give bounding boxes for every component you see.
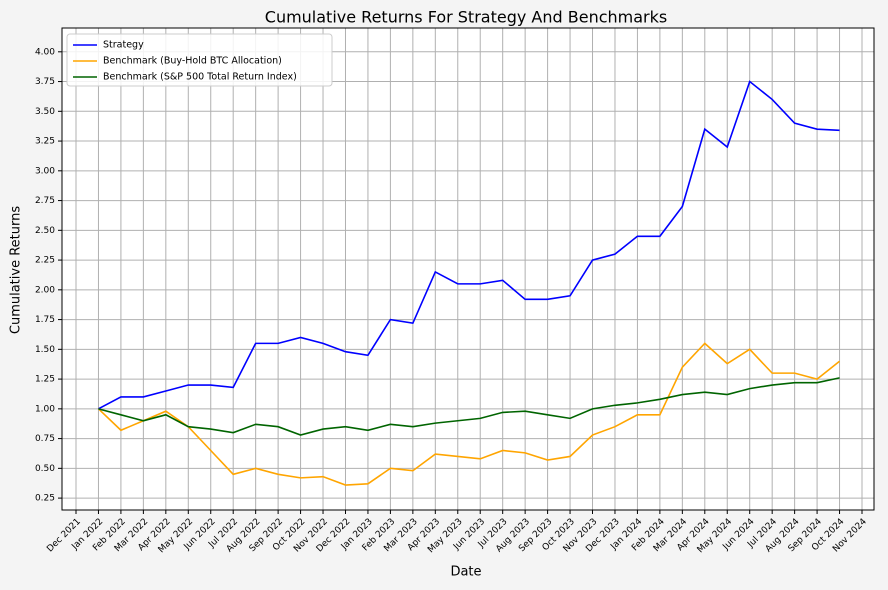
legend-box	[66, 33, 333, 87]
series-line	[98, 377, 840, 436]
y-tick-label: 1.50	[35, 345, 55, 355]
y-tick-label: 3.00	[35, 166, 55, 176]
y-tick-label: 0.50	[35, 464, 55, 474]
y-axis-label: Cumulative Returns	[9, 206, 24, 334]
y-tick-label: 3.75	[35, 77, 55, 87]
y-tick-label: 2.00	[35, 285, 55, 295]
legend-label: Strategy	[103, 40, 144, 51]
y-tick-label: 1.75	[35, 315, 55, 325]
y-tick-label: 0.75	[35, 434, 55, 444]
y-tick-label: 2.25	[35, 256, 55, 266]
y-tick-label: 0.25	[35, 494, 55, 504]
y-tick-label: 3.50	[35, 107, 55, 117]
legend-label: Benchmark (Buy-Hold BTC Allocation)	[103, 56, 282, 67]
y-tick-label: 1.00	[35, 404, 55, 414]
series-line	[97, 342, 841, 486]
legend-label: Benchmark (S&P 500 Total Return Index)	[103, 72, 297, 83]
chart-title: Cumulative Returns For Strategy And Benc…	[265, 8, 667, 27]
plot-frame	[61, 27, 875, 511]
plot-area	[61, 27, 875, 511]
y-tick-label: 1.25	[35, 375, 55, 385]
y-tick-label: 2.50	[35, 226, 55, 236]
series-line	[98, 80, 840, 410]
x-axis-label: Date	[450, 565, 481, 580]
y-tick-label: 4.00	[35, 47, 55, 57]
y-tick-label: 2.75	[35, 196, 55, 206]
legend: Strategy Benchmark (Buy-Hold BTC Allocati…	[66, 33, 333, 87]
y-tick-label: 3.25	[35, 137, 55, 147]
